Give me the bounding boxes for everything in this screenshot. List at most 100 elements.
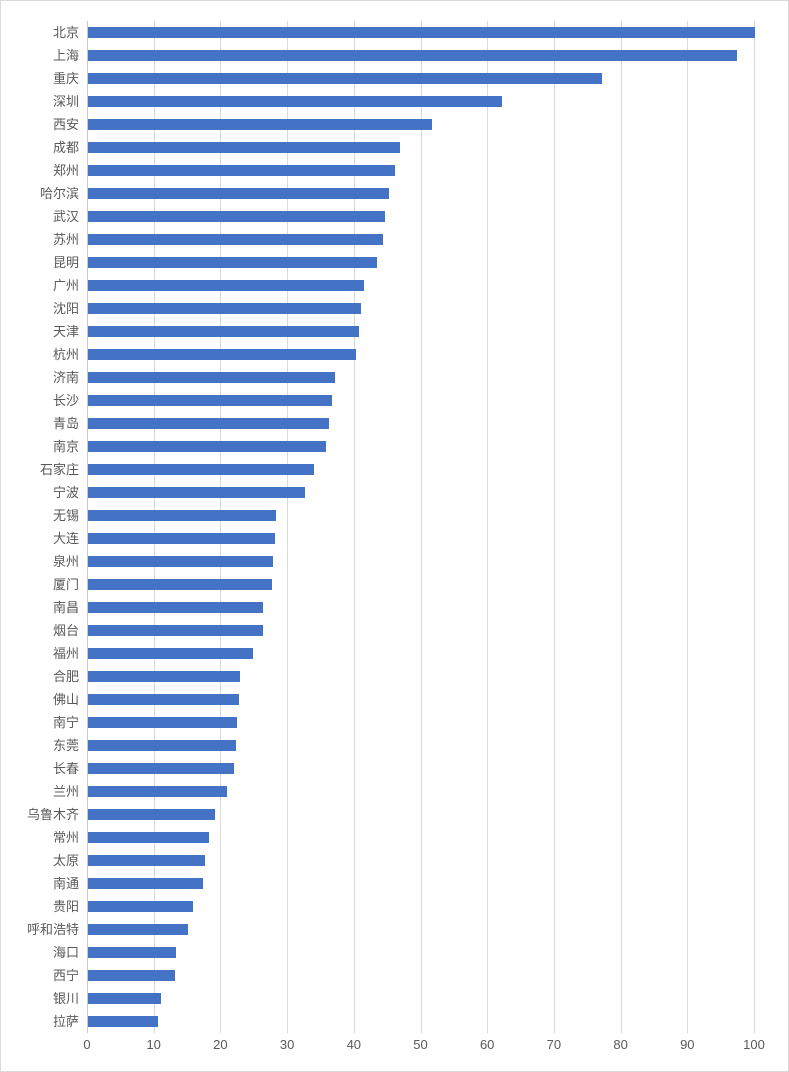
category-label: 佛山	[52, 692, 79, 707]
bar	[88, 487, 306, 498]
x-tick-label: 80	[613, 1037, 628, 1052]
gridline	[220, 21, 222, 1033]
x-tick-label: 30	[279, 1037, 295, 1052]
x-tick-label: 60	[479, 1037, 495, 1052]
x-tick-label: 10	[146, 1037, 161, 1052]
gridline	[687, 21, 689, 1033]
bar	[88, 326, 360, 337]
category-label: 昆明	[52, 255, 79, 270]
category-label: 银川	[52, 991, 79, 1006]
category-label: 拉萨	[52, 1014, 79, 1029]
bar	[88, 73, 602, 84]
category-label: 青岛	[52, 416, 79, 431]
bar	[88, 625, 263, 636]
bar	[88, 579, 273, 590]
bar	[88, 280, 365, 291]
category-axis: 北京 上海 重庆 深圳 西安 成都 郑州 哈尔滨 武汉 苏州 昆明 广州 沈阳 天津 杭州 济南 长沙 青岛 南京石…	[1, 21, 81, 1033]
category-label: 成都	[52, 140, 79, 155]
bar	[88, 694, 239, 705]
category-label: 大连	[52, 531, 79, 546]
category-label: 贵阳	[52, 899, 79, 914]
gridline	[754, 21, 755, 1033]
bar	[88, 234, 383, 245]
bar	[88, 901, 193, 912]
x-tick-label: 50	[413, 1037, 428, 1052]
x-tick-label: 100	[743, 1037, 765, 1052]
bar	[88, 832, 210, 843]
category-label: 烟台	[52, 623, 79, 638]
bar	[88, 211, 386, 222]
bar	[88, 395, 333, 406]
category-label: 哈尔滨	[39, 186, 79, 201]
category-label: 西宁	[52, 968, 79, 983]
gridline	[287, 21, 289, 1033]
bar	[88, 993, 162, 1004]
bar	[88, 970, 175, 981]
category-label: 天津	[52, 324, 79, 339]
bar	[88, 464, 315, 475]
category-label: 南昌	[52, 600, 79, 615]
category-label: 宁波	[52, 485, 79, 500]
category-label: 常州	[52, 830, 79, 845]
category-label: 深圳	[52, 94, 79, 109]
category-label: 武汉	[52, 209, 79, 224]
category-label: 上海	[52, 48, 79, 63]
category-label: 长沙	[52, 393, 79, 408]
gridline	[487, 21, 489, 1033]
category-label: 泉州	[52, 554, 79, 569]
category-label: 广州	[52, 278, 79, 293]
gridline	[620, 21, 622, 1033]
category-label: 呼和浩特	[26, 922, 79, 937]
bar	[88, 878, 204, 889]
category-label: 太原	[52, 853, 79, 868]
bar	[88, 257, 378, 268]
bar	[88, 602, 264, 613]
bar	[88, 27, 755, 38]
bar	[88, 740, 237, 751]
bar	[88, 924, 189, 935]
x-tick-label: 40	[346, 1037, 362, 1052]
bar	[88, 96, 502, 107]
category-label: 石家庄	[39, 462, 79, 477]
bar	[88, 303, 362, 314]
bar	[88, 763, 235, 774]
bar	[88, 119, 433, 130]
category-label: 重庆	[52, 71, 79, 86]
category-label: 厦门	[52, 577, 79, 592]
bar	[88, 165, 395, 176]
bar	[88, 349, 357, 360]
category-label: 兰州	[52, 784, 79, 799]
bar	[88, 809, 215, 820]
category-label: 乌鲁木齐	[26, 807, 79, 822]
bar	[88, 372, 335, 383]
category-label: 济南	[52, 370, 79, 385]
category-label: 沈阳	[52, 301, 79, 316]
category-label: 南京	[52, 439, 79, 454]
bar	[88, 556, 274, 567]
bar	[88, 786, 227, 797]
x-tick-label: 90	[680, 1037, 695, 1052]
bar	[88, 717, 238, 728]
gridline	[553, 21, 555, 1033]
bar	[88, 855, 206, 866]
bar	[88, 533, 276, 544]
gridline	[153, 21, 155, 1033]
category-label: 合肥	[52, 669, 79, 684]
category-label: 南通	[52, 876, 79, 891]
x-tick-label: 0	[83, 1037, 91, 1052]
category-label: 无锡	[52, 508, 79, 523]
gridline	[353, 21, 355, 1033]
category-label: 杭州	[52, 347, 79, 362]
bar	[88, 418, 329, 429]
category-label: 苏州	[52, 232, 79, 247]
category-label: 东莞	[52, 738, 79, 753]
category-label: 西安	[52, 117, 79, 132]
value-axis: 0 10 20 30 40 50 60 70 80 90 100	[1, 1037, 788, 1055]
category-label: 北京	[52, 25, 79, 40]
category-label: 海口	[52, 945, 79, 960]
bar	[88, 510, 277, 521]
bar	[88, 671, 241, 682]
bar	[88, 1016, 159, 1027]
category-label: 南宁	[52, 715, 79, 730]
bar	[88, 142, 401, 153]
